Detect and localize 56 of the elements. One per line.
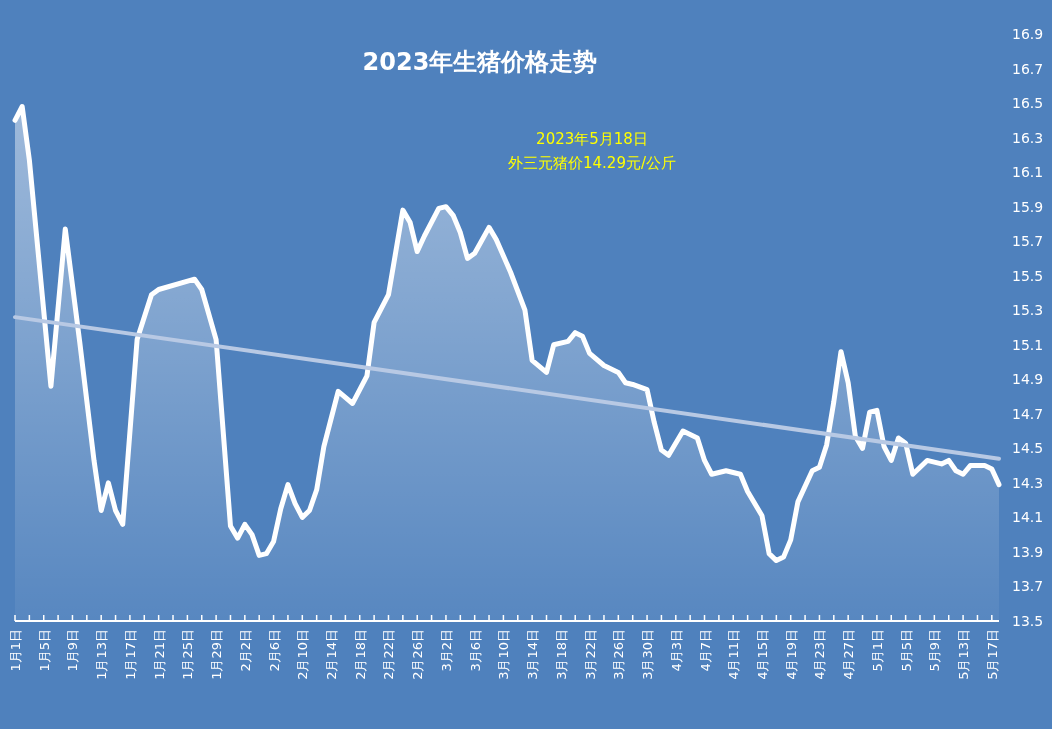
- x-tick-label: 3月22日: [582, 629, 598, 680]
- annotation: 外三元猪价14.29元/公斤: [508, 154, 676, 172]
- x-tick-label: 3月2日: [438, 629, 454, 672]
- y-tick-label: 16.5: [1012, 95, 1044, 112]
- x-tick-label: 2月26日: [410, 629, 426, 680]
- x-tick-label: 5月13日: [956, 629, 972, 680]
- y-tick-label: 15.7: [1012, 233, 1044, 250]
- y-tick-label: 14.9: [1012, 371, 1044, 388]
- x-tick-label: 1月1日: [8, 629, 23, 672]
- x-tick-label: 5月17日: [984, 629, 1000, 680]
- x-tick-label: 1月17日: [122, 629, 138, 680]
- x-tick-label: 4月23日: [812, 629, 828, 680]
- y-tick-label: 15.1: [1012, 336, 1044, 353]
- x-tick-label: 4月11日: [726, 629, 742, 680]
- x-tick-label: 5月5日: [898, 629, 914, 672]
- x-tick-label: 1月13日: [94, 629, 110, 680]
- y-tick-label: 16.3: [1012, 129, 1044, 146]
- y-tick-label: 14.3: [1012, 474, 1044, 491]
- x-tick-label: 4月27日: [841, 629, 857, 680]
- x-tick-label: 2月10日: [295, 629, 311, 680]
- y-tick-label: 15.9: [1012, 198, 1044, 215]
- x-tick-label: 3月14日: [525, 629, 541, 680]
- x-tick-label: 3月10日: [496, 629, 512, 680]
- y-tick-label: 15.5: [1012, 267, 1044, 284]
- y-tick-label: 13.5: [1012, 613, 1044, 629]
- y-tick-label: 16.7: [1012, 60, 1044, 77]
- x-tick-label: 3月30日: [640, 629, 656, 680]
- annotation: 2023年5月18日: [536, 130, 648, 148]
- x-tick-label: 4月3日: [668, 629, 684, 672]
- x-tick-label: 2月14日: [324, 629, 340, 680]
- x-tick-label: 2月22日: [381, 629, 397, 680]
- x-tick-label: 2月18日: [352, 629, 368, 680]
- x-tick-label: 1月9日: [65, 629, 81, 672]
- x-tick-label: 3月6日: [467, 629, 483, 672]
- x-tick-label: 3月26日: [611, 629, 627, 680]
- y-tick-label: 13.9: [1012, 543, 1044, 560]
- y-tick-label: 13.7: [1012, 578, 1044, 595]
- x-tick-label: 1月21日: [151, 629, 167, 680]
- y-tick-label: 14.7: [1012, 405, 1044, 422]
- x-tick-label: 1月25日: [180, 629, 196, 680]
- x-tick-label: 4月15日: [754, 629, 770, 680]
- text: 2023年生猪价格走势: [362, 48, 598, 76]
- x-tick-label: 4月7日: [697, 629, 713, 672]
- x-tick-label: 5月1日: [869, 629, 885, 672]
- y-tick-label: 15.3: [1012, 302, 1044, 319]
- y-tick-label: 16.1: [1012, 164, 1044, 181]
- x-tick-label: 5月9日: [927, 629, 943, 672]
- y-tick-label: 14.1: [1012, 509, 1044, 526]
- x-tick-label: 1月5日: [36, 629, 52, 672]
- y-tick-label: 14.5: [1012, 440, 1044, 457]
- y-tick-label: 16.9: [1012, 26, 1044, 42]
- x-tick-label: 2月6日: [266, 629, 282, 672]
- x-tick-label: 2月2日: [237, 629, 253, 672]
- x-tick-label: 3月18日: [553, 629, 569, 680]
- x-tick-label: 4月19日: [783, 629, 799, 680]
- x-tick-label: 1月29日: [209, 629, 225, 680]
